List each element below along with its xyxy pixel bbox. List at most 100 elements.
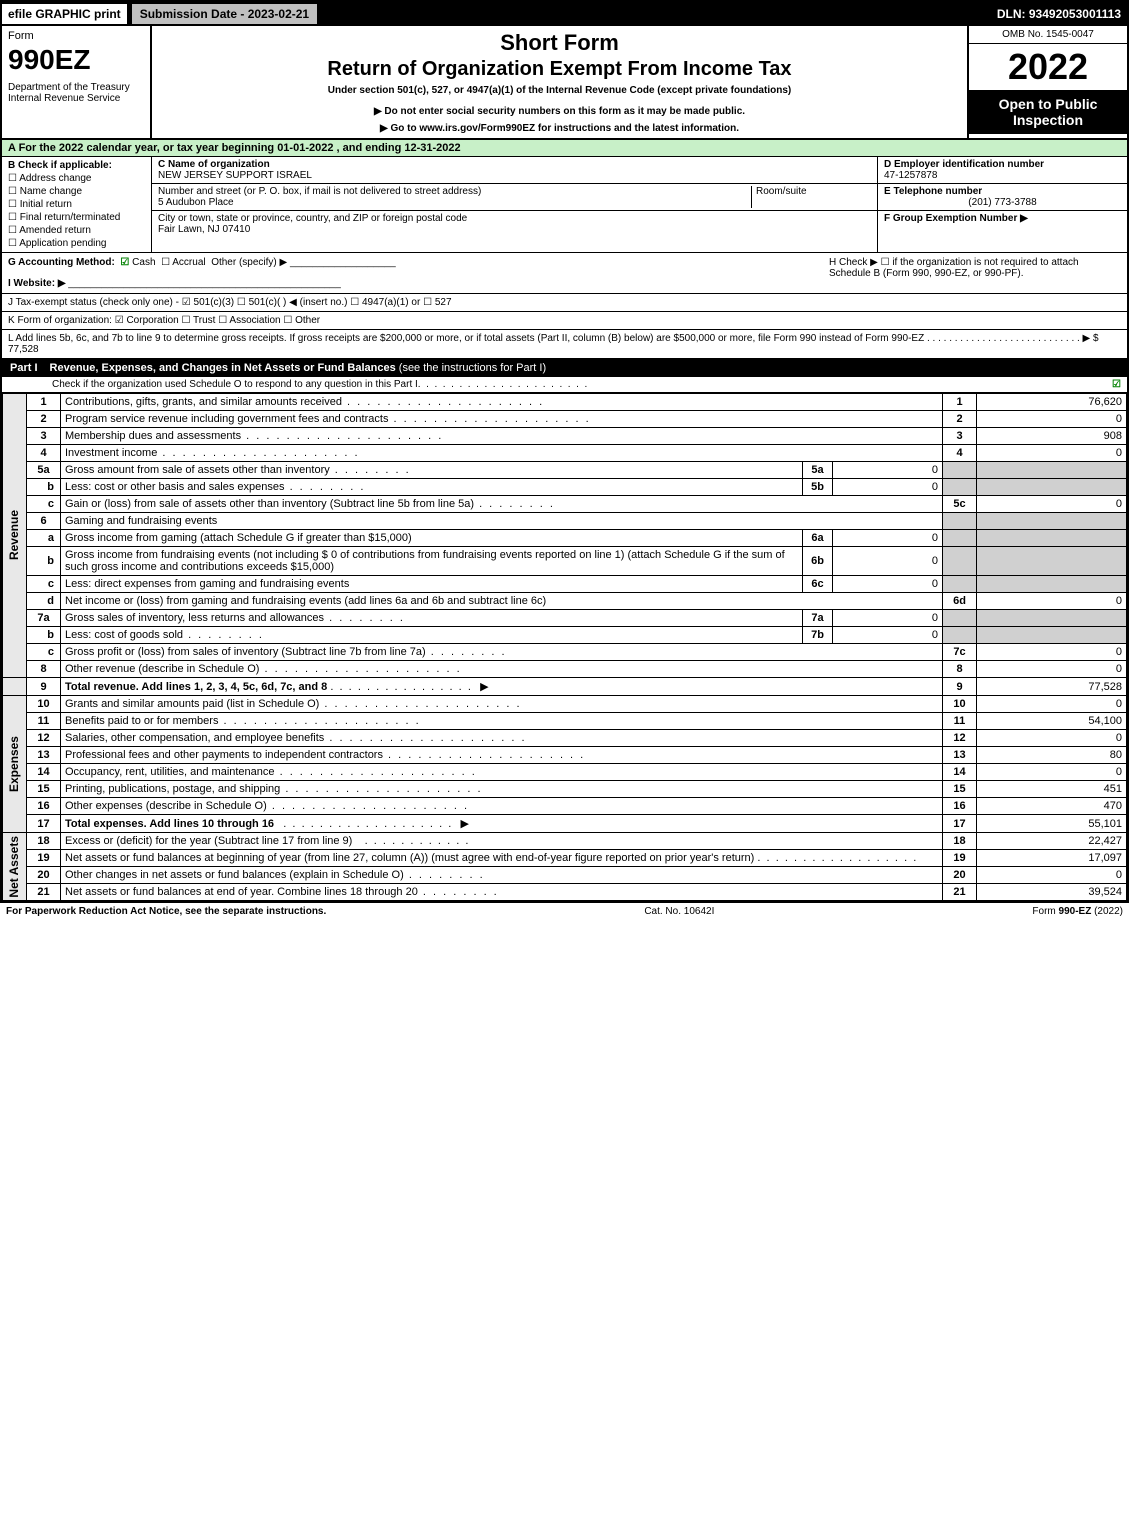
org-name: NEW JERSEY SUPPORT ISRAEL: [158, 170, 312, 181]
line-desc: Gross amount from sale of assets other t…: [65, 464, 411, 476]
lines-table: Revenue 1 Contributions, gifts, grants, …: [2, 393, 1127, 901]
return-title: Return of Organization Exempt From Incom…: [158, 58, 961, 81]
shade-cell: [943, 513, 977, 530]
line-desc: Less: cost of goods sold: [65, 629, 264, 641]
shade-cell: [943, 576, 977, 593]
chk-cash[interactable]: ☑: [120, 257, 129, 268]
chk-other[interactable]: Other (specify) ▶: [211, 257, 287, 268]
c-city-label: City or town, state or province, country…: [158, 213, 467, 224]
section-expenses: Expenses: [7, 736, 21, 792]
chk-address-change[interactable]: ☐ Address change: [8, 173, 145, 184]
line-rnum: 11: [943, 713, 977, 730]
e-tel-label: E Telephone number: [884, 186, 1121, 197]
line-desc: Gain or (loss) from sale of assets other…: [65, 498, 555, 510]
line-innum: 6c: [803, 576, 833, 593]
section-netassets: Net Assets: [7, 836, 21, 898]
shade-cell: [977, 627, 1127, 644]
shade-cell: [943, 610, 977, 627]
shade-cell: [977, 479, 1127, 496]
shade-cell: [943, 479, 977, 496]
ssn-note: ▶ Do not enter social security numbers o…: [158, 106, 961, 117]
line-rval: 76,620: [977, 394, 1127, 411]
chk-final-return[interactable]: ☐ Final return/terminated: [8, 212, 145, 223]
section-a: A For the 2022 calendar year, or tax yea…: [2, 140, 1127, 157]
footer-mid: Cat. No. 10642I: [644, 906, 714, 917]
line-rnum: 9: [943, 678, 977, 696]
line-rval: 0: [977, 730, 1127, 747]
line-rval: 470: [977, 798, 1127, 815]
chk-application-pending[interactable]: ☐ Application pending: [8, 238, 145, 249]
form-header: Form 990EZ Department of the Treasury In…: [2, 26, 1127, 140]
line-desc: Benefits paid to or for members: [65, 715, 421, 727]
line-num: d: [27, 593, 61, 610]
line-desc: Other expenses (describe in Schedule O): [65, 800, 469, 812]
line-num: 3: [27, 428, 61, 445]
line-desc: Gross sales of inventory, less returns a…: [65, 612, 405, 624]
line-innum: 7b: [803, 627, 833, 644]
chk-initial-return[interactable]: ☐ Initial return: [8, 199, 145, 210]
under-section: Under section 501(c), 527, or 4947(a)(1)…: [158, 85, 961, 96]
page-footer: For Paperwork Reduction Act Notice, see …: [0, 903, 1129, 920]
line-num: c: [27, 644, 61, 661]
schedule-o-check[interactable]: ☑: [1112, 379, 1121, 390]
d-ein-label: D Employer identification number: [884, 159, 1121, 170]
line-num: 13: [27, 747, 61, 764]
ein-value: 47-1257878: [884, 170, 1121, 181]
footer-right: Form 990-EZ (2022): [1032, 906, 1123, 917]
line-rnum: 14: [943, 764, 977, 781]
footer-left: For Paperwork Reduction Act Notice, see …: [6, 906, 326, 917]
line-rnum: 7c: [943, 644, 977, 661]
chk-accrual[interactable]: Accrual: [172, 257, 205, 268]
line-inval: 0: [833, 610, 943, 627]
line-desc: Professional fees and other payments to …: [65, 749, 585, 761]
line-rval: 451: [977, 781, 1127, 798]
line-innum: 6b: [803, 547, 833, 576]
line-num: 15: [27, 781, 61, 798]
goto-link[interactable]: ▶ Go to www.irs.gov/Form990EZ for instru…: [158, 123, 961, 134]
line-rnum: 20: [943, 867, 977, 884]
line-rval: 39,524: [977, 884, 1127, 901]
chk-amended-return[interactable]: ☐ Amended return: [8, 225, 145, 236]
chk-name-change[interactable]: ☐ Name change: [8, 186, 145, 197]
line-inval: 0: [833, 627, 943, 644]
form-word: Form: [8, 30, 144, 42]
line-desc: Gross profit or (loss) from sales of inv…: [65, 646, 507, 658]
dln-label: DLN: 93492053001113: [997, 7, 1127, 21]
part-i-title: Revenue, Expenses, and Changes in Net As…: [50, 362, 396, 374]
room-label: Room/suite: [756, 186, 807, 197]
line-rval: 0: [977, 764, 1127, 781]
line-desc: Program service revenue including govern…: [65, 413, 591, 425]
line-rnum: 15: [943, 781, 977, 798]
line-desc: Less: direct expenses from gaming and fu…: [61, 576, 803, 593]
line-inval: 0: [833, 530, 943, 547]
line-num: 4: [27, 445, 61, 462]
line-rnum: 2: [943, 411, 977, 428]
section-revenue: Revenue: [7, 510, 21, 560]
omb-number: OMB No. 1545-0047: [969, 26, 1127, 44]
submission-date: Submission Date - 2023-02-21: [131, 3, 318, 25]
line-num: 9: [27, 678, 61, 696]
line-desc: Investment income: [65, 447, 360, 459]
line-desc: Net assets or fund balances at end of ye…: [65, 886, 499, 898]
section-gh: G Accounting Method: ☑ Cash ☐ Accrual Ot…: [2, 253, 1127, 294]
shade-cell: [977, 530, 1127, 547]
line-rval: 0: [977, 445, 1127, 462]
shade-cell: [977, 547, 1127, 576]
line-rval: 22,427: [977, 833, 1127, 850]
h-check: H Check ▶ ☐ if the organization is not r…: [821, 257, 1121, 289]
line-desc: Contributions, gifts, grants, and simila…: [65, 396, 544, 408]
line-num: 16: [27, 798, 61, 815]
line-rval: 0: [977, 867, 1127, 884]
c-street-label: Number and street (or P. O. box, if mail…: [158, 186, 481, 197]
tax-year: 2022: [969, 44, 1127, 90]
k-form-org: K Form of organization: ☑ Corporation ☐ …: [2, 312, 1127, 330]
line-num: 10: [27, 696, 61, 713]
line-num: 6: [27, 513, 61, 530]
i-website: I Website: ▶: [8, 278, 66, 289]
line-num: 11: [27, 713, 61, 730]
line-rval: 17,097: [977, 850, 1127, 867]
part-i-header: Part I Revenue, Expenses, and Changes in…: [2, 359, 1127, 377]
line-desc: Total expenses. Add lines 10 through 16: [65, 818, 274, 830]
line-desc: Membership dues and assessments: [65, 430, 443, 442]
line-desc: Printing, publications, postage, and shi…: [65, 783, 483, 795]
